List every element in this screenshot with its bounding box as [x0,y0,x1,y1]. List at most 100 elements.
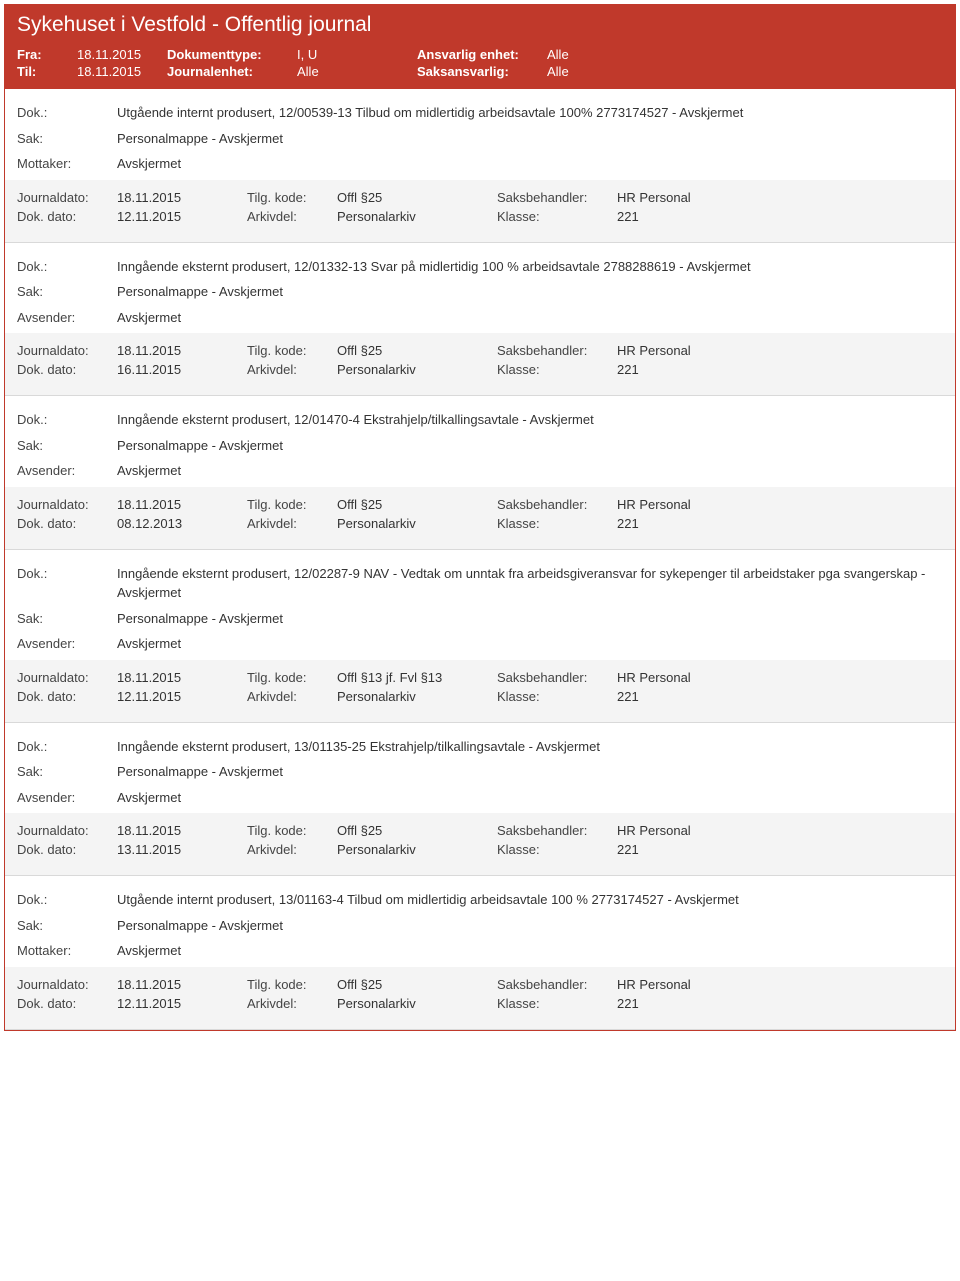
dokdato-value: 13.11.2015 [117,842,247,857]
saksbehandler-label: Saksbehandler: [497,497,617,512]
journal-entry: Dok.: Inngående eksternt produsert, 12/0… [5,243,955,397]
journaldato-value: 18.11.2015 [117,823,247,838]
tilgkode-label: Tilg. kode: [247,497,337,512]
arkivdel-label: Arkivdel: [247,209,337,224]
saksbehandler-label: Saksbehandler: [497,190,617,205]
til-label: Til: [17,64,77,79]
klasse-value: 221 [617,842,943,857]
dok-value: Utgående internt produsert, 12/00539-13 … [117,103,943,123]
dok-value: Inngående eksternt produsert, 13/01135-2… [117,737,943,757]
tilgkode-value: Offl §25 [337,343,497,358]
klasse-label: Klasse: [497,516,617,531]
entry-meta: Journaldato: 18.11.2015 Tilg. kode: Offl… [5,180,955,242]
sak-label: Sak: [17,762,117,782]
header-row-2: Til: 18.11.2015 Journalenhet: Alle Saksa… [17,64,943,79]
dokdato-value: 08.12.2013 [117,516,247,531]
dokdato-label: Dok. dato: [17,209,117,224]
arkivdel-label: Arkivdel: [247,996,337,1011]
sak-value: Personalmappe - Avskjermet [117,282,943,302]
entry-meta: Journaldato: 18.11.2015 Tilg. kode: Offl… [5,487,955,549]
saksbehandler-label: Saksbehandler: [497,670,617,685]
entry-meta: Journaldato: 18.11.2015 Tilg. kode: Offl… [5,813,955,875]
dok-value: Inngående eksternt produsert, 12/01332-1… [117,257,943,277]
sak-label: Sak: [17,436,117,456]
journaldato-value: 18.11.2015 [117,343,247,358]
klasse-value: 221 [617,516,943,531]
dokdato-value: 12.11.2015 [117,209,247,224]
dokdato-value: 12.11.2015 [117,996,247,1011]
journalenhet-label: Journalenhet: [167,64,297,79]
page-header: Sykehuset i Vestfold - Offentlig journal… [5,5,955,89]
tilgkode-label: Tilg. kode: [247,190,337,205]
fra-label: Fra: [17,47,77,62]
sak-value: Personalmappe - Avskjermet [117,436,943,456]
saksansvarlig-value: Alle [547,64,627,79]
dok-label: Dok.: [17,890,117,910]
journaldato-label: Journaldato: [17,977,117,992]
journal-page: Sykehuset i Vestfold - Offentlig journal… [4,4,956,1031]
tilgkode-label: Tilg. kode: [247,343,337,358]
dok-label: Dok.: [17,737,117,757]
page-title: Sykehuset i Vestfold - Offentlig journal [17,13,943,37]
tilgkode-label: Tilg. kode: [247,977,337,992]
ansvarlig-value: Alle [547,47,627,62]
saksbehandler-label: Saksbehandler: [497,343,617,358]
tilgkode-label: Tilg. kode: [247,670,337,685]
klasse-label: Klasse: [497,689,617,704]
saksbehandler-value: HR Personal [617,343,943,358]
ansvarlig-label: Ansvarlig enhet: [417,47,547,62]
dok-value: Inngående eksternt produsert, 12/02287-9… [117,564,943,603]
tilgkode-value: Offl §25 [337,977,497,992]
dok-value: Utgående internt produsert, 13/01163-4 T… [117,890,943,910]
til-value: 18.11.2015 [77,64,167,79]
sak-value: Personalmappe - Avskjermet [117,609,943,629]
party-label: Mottaker: [17,154,117,174]
party-value: Avskjermet [117,788,943,808]
journal-entry: Dok.: Utgående internt produsert, 13/011… [5,876,955,1030]
klasse-label: Klasse: [497,362,617,377]
entries-list: Dok.: Utgående internt produsert, 12/005… [5,89,955,1030]
header-row-1: Fra: 18.11.2015 Dokumenttype: I, U Ansva… [17,47,943,62]
fra-value: 18.11.2015 [77,47,167,62]
sak-label: Sak: [17,282,117,302]
party-value: Avskjermet [117,634,943,654]
doktype-label: Dokumenttype: [167,47,297,62]
arkivdel-label: Arkivdel: [247,689,337,704]
party-value: Avskjermet [117,308,943,328]
dokdato-label: Dok. dato: [17,362,117,377]
sak-value: Personalmappe - Avskjermet [117,916,943,936]
arkivdel-label: Arkivdel: [247,842,337,857]
dok-label: Dok.: [17,410,117,430]
journaldato-label: Journaldato: [17,190,117,205]
sak-value: Personalmappe - Avskjermet [117,762,943,782]
sak-label: Sak: [17,916,117,936]
dok-label: Dok.: [17,257,117,277]
journaldato-value: 18.11.2015 [117,977,247,992]
journal-entry: Dok.: Inngående eksternt produsert, 12/0… [5,550,955,723]
saksbehandler-value: HR Personal [617,977,943,992]
journal-entry: Dok.: Utgående internt produsert, 12/005… [5,89,955,243]
journaldato-value: 18.11.2015 [117,670,247,685]
journaldato-label: Journaldato: [17,343,117,358]
tilgkode-value: Offl §25 [337,823,497,838]
dokdato-value: 12.11.2015 [117,689,247,704]
journaldato-label: Journaldato: [17,497,117,512]
party-label: Avsender: [17,308,117,328]
arkivdel-label: Arkivdel: [247,516,337,531]
dok-value: Inngående eksternt produsert, 12/01470-4… [117,410,943,430]
sak-label: Sak: [17,129,117,149]
party-value: Avskjermet [117,941,943,961]
tilgkode-value: Offl §25 [337,497,497,512]
journal-entry: Dok.: Inngående eksternt produsert, 13/0… [5,723,955,877]
party-label: Avsender: [17,788,117,808]
party-value: Avskjermet [117,461,943,481]
arkivdel-value: Personalarkiv [337,209,497,224]
doktype-value: I, U [297,47,417,62]
arkivdel-value: Personalarkiv [337,689,497,704]
saksbehandler-label: Saksbehandler: [497,823,617,838]
tilgkode-value: Offl §25 [337,190,497,205]
klasse-value: 221 [617,996,943,1011]
sak-value: Personalmappe - Avskjermet [117,129,943,149]
tilgkode-label: Tilg. kode: [247,823,337,838]
klasse-label: Klasse: [497,996,617,1011]
